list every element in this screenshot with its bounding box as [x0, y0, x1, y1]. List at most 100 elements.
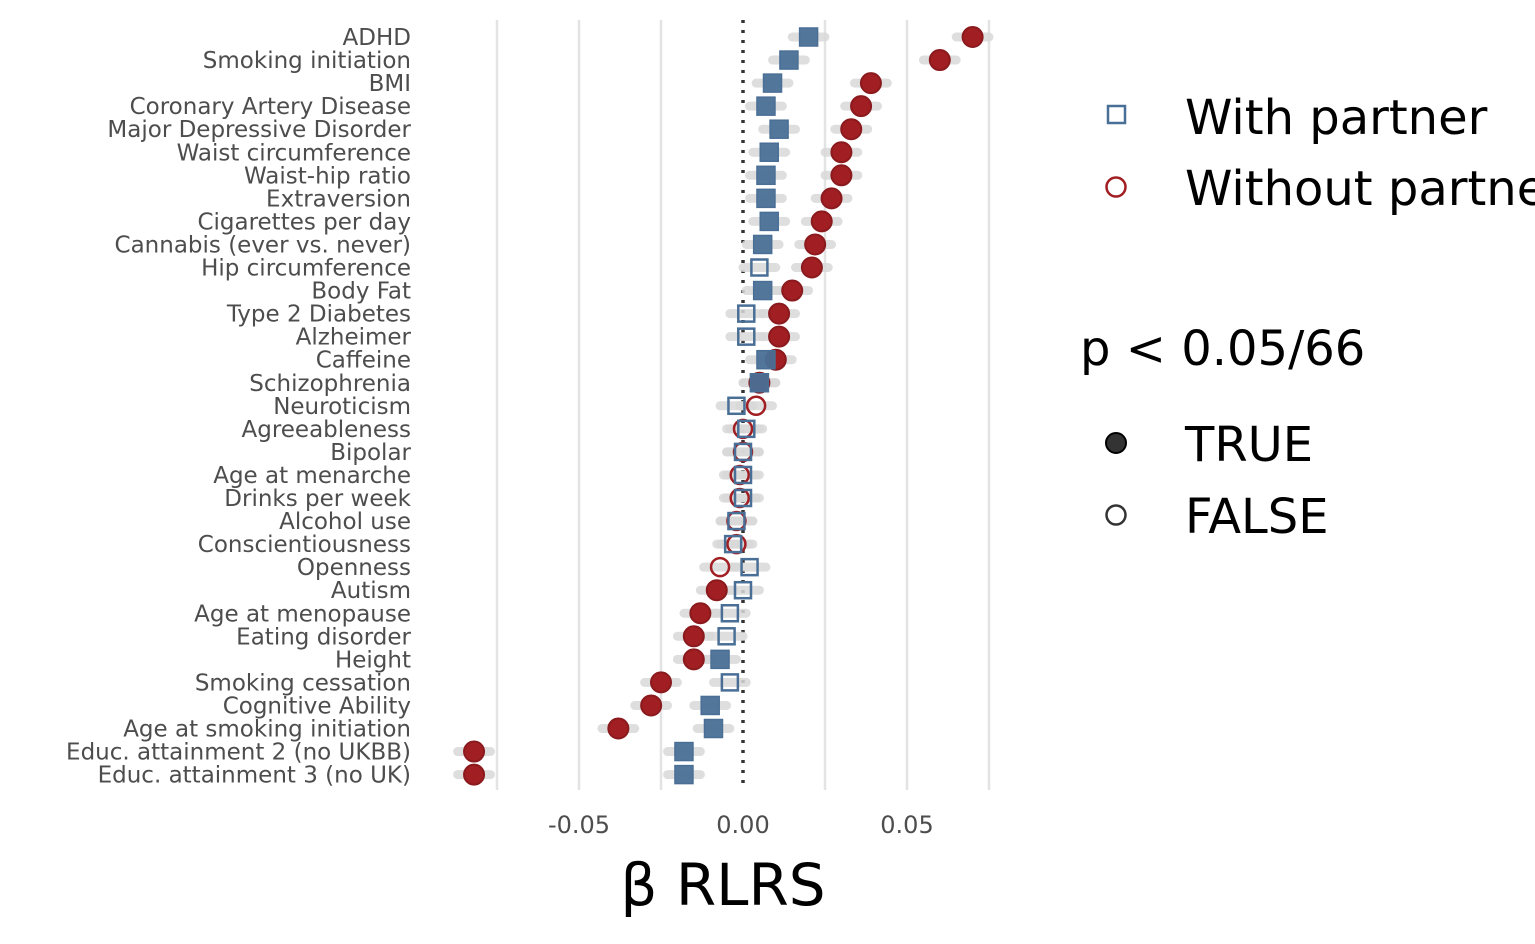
y-tick-label: Cognitive Ability [223, 693, 411, 719]
y-tick-label: Age at smoking initiation [123, 717, 411, 743]
y-tick-label: Caffeine [316, 348, 411, 374]
y-tick-label: Cannabis (ever vs. never) [115, 232, 411, 258]
y-tick-label: Smoking cessation [195, 670, 411, 696]
with-partner-point [733, 580, 753, 600]
y-tick-label: Smoking initiation [203, 48, 411, 74]
y-tick-label: Alzheimer [296, 325, 412, 351]
without-partner-point [840, 118, 863, 141]
with-partner-point [749, 373, 770, 393]
legend-false-label: FALSE [1185, 489, 1329, 545]
y-tick-label: Major Depressive Disorder [107, 117, 411, 143]
legend: With partner Without partner p < 0.05/66… [1080, 90, 1535, 545]
x-tick-label: -0.05 [548, 811, 610, 839]
with-partner-point [674, 764, 694, 785]
legend-square-marker [1106, 104, 1127, 125]
without-partner-point [810, 210, 833, 233]
y-tick-label: Autism [331, 578, 411, 604]
with-partner-point [752, 280, 773, 301]
without-partner-point [650, 671, 672, 694]
legend-true-label: TRUE [1184, 417, 1313, 473]
y-tick-label: Alcohol use [279, 509, 411, 535]
x-tick-labels: -0.05 0.00 0.05 [548, 811, 934, 839]
with-partner-point [779, 50, 799, 70]
with-partner-point [740, 557, 759, 577]
without-partner-point [709, 556, 731, 578]
y-tick-label: Agreeableness [241, 417, 411, 443]
with-partner-point [720, 604, 740, 623]
y-tick-label: Conscientiousness [198, 532, 411, 558]
with-partner-point [769, 119, 789, 139]
with-partner-point [759, 211, 779, 232]
without-partner-point [682, 625, 705, 648]
with-partner-point [756, 165, 776, 186]
without-partner-point [804, 233, 827, 256]
with-partner-point [737, 304, 756, 323]
with-partner-point [733, 465, 753, 485]
y-tick-label: ADHD [343, 25, 411, 51]
with-partner-point [703, 718, 724, 739]
without-partner-point [859, 72, 882, 95]
with-partner-point [737, 327, 756, 346]
legend-false-marker [1105, 504, 1127, 526]
x-axis-title: β RLRS [620, 851, 825, 919]
with-partner-point [762, 73, 783, 93]
without-partner-point [820, 187, 843, 210]
with-partner-point [756, 96, 776, 116]
y-tick-label: Height [335, 647, 411, 673]
without-partner-point [689, 602, 712, 625]
without-partner-point [768, 325, 791, 348]
with-partner-point [710, 649, 730, 670]
legend-with-partner-label: With partner [1185, 90, 1488, 146]
with-partner-point [700, 695, 720, 716]
y-tick-label: Eating disorder [236, 624, 411, 650]
without-partner-point [928, 49, 951, 72]
without-partner-point [768, 302, 791, 325]
without-partner-point [781, 279, 804, 302]
x-tick-label: 0.00 [716, 811, 769, 839]
y-tick-label: Age at menopause [194, 601, 411, 627]
with-partner-point [723, 534, 743, 554]
with-partner-point [720, 673, 740, 692]
with-partner-point [737, 419, 756, 439]
without-partner-point [607, 717, 630, 740]
without-partner-point [850, 95, 873, 118]
with-partner-point [717, 627, 736, 646]
without-partner-point [830, 141, 853, 164]
y-tick-label: Bipolar [330, 440, 411, 466]
y-tick-label: Waist-hip ratio [244, 163, 411, 189]
with-partner-point [759, 142, 779, 162]
y-tick-label: Neuroticism [273, 394, 411, 420]
legend-without-partner-label: Without partner [1185, 161, 1535, 217]
with-partner-point [727, 396, 746, 416]
y-tick-label: Body Fat [311, 279, 411, 305]
y-tick-label: Schizophrenia [249, 371, 411, 397]
y-tick-label: Hip circumference [201, 256, 411, 282]
without-partner-point [830, 164, 853, 187]
without-partner-point [682, 648, 705, 671]
y-tick-label: Extraversion [266, 186, 411, 212]
with-partner-point [756, 349, 776, 370]
y-tick-label: Coronary Artery Disease [130, 94, 411, 120]
y-tick-label: Openness [297, 555, 411, 581]
without-partner-point [961, 26, 984, 48]
legend-significance-title: p < 0.05/66 [1080, 321, 1365, 377]
without-partner-point [800, 256, 823, 279]
with-partner-point [733, 442, 753, 462]
without-partner-point [745, 395, 767, 417]
y-tick-label: Age at menarche [213, 463, 411, 489]
without-partner-point [705, 579, 728, 602]
y-tick-label: Drinks per week [224, 486, 411, 512]
y-tick-label: Cigarettes per day [197, 209, 411, 235]
y-tick-label: Type 2 Diabetes [226, 302, 411, 328]
y-tick-label: Educ. attainment 3 (no UK) [98, 763, 411, 789]
with-partner-point [750, 258, 769, 277]
data-points [463, 26, 984, 786]
without-partner-point [640, 694, 663, 717]
y-tick-label: Educ. attainment 2 (no UKBB) [66, 740, 411, 766]
with-partner-point [798, 27, 819, 47]
with-partner-point [674, 741, 694, 762]
with-partner-point [752, 234, 773, 255]
legend-true-marker [1105, 432, 1127, 454]
